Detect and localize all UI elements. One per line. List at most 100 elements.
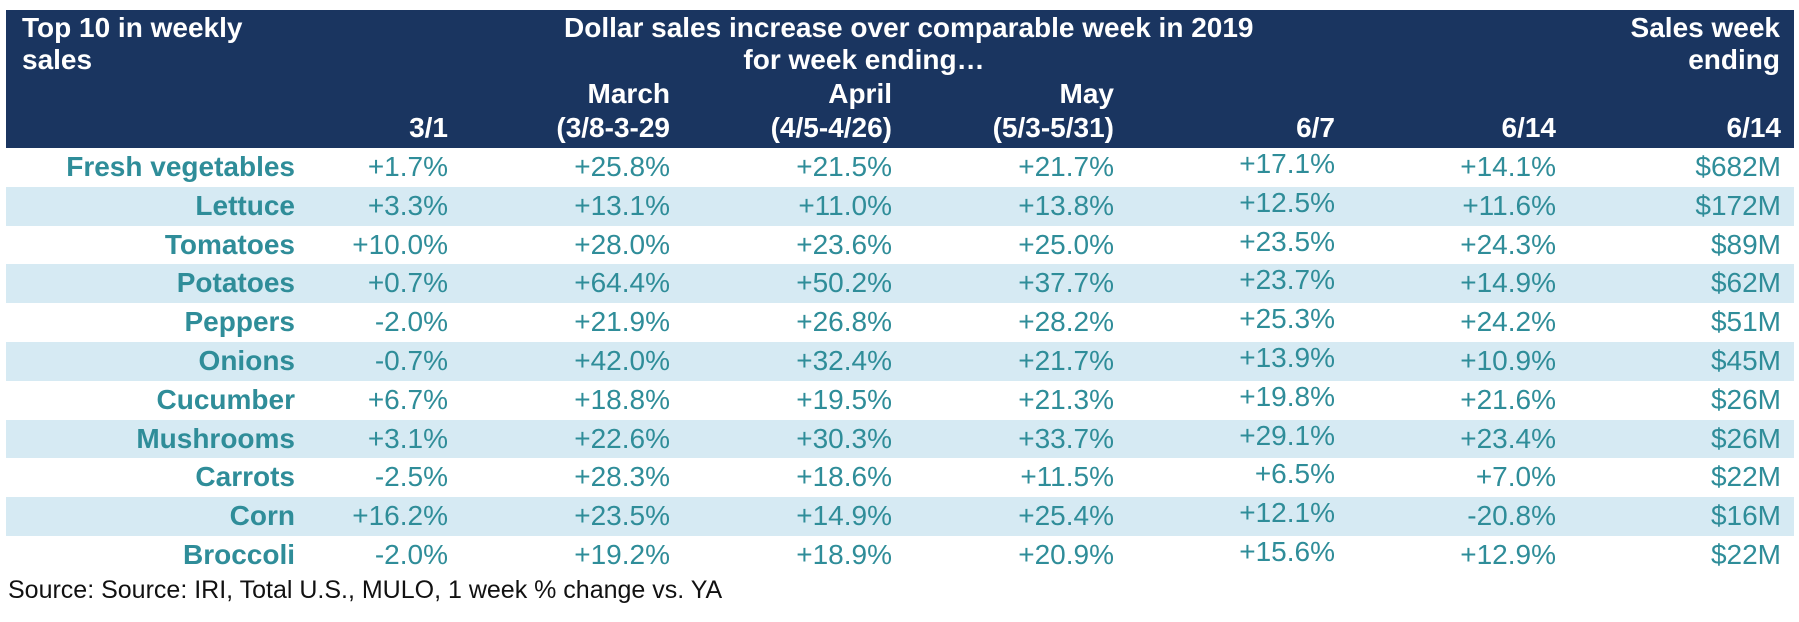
cell-value: -20.8% xyxy=(1467,500,1556,532)
cell-value: -2.5% xyxy=(374,461,448,493)
row-label: Fresh vegetables xyxy=(66,151,295,182)
cell-value: +29.1% xyxy=(1239,419,1335,451)
column-header-6-bottom: 6/14 xyxy=(1501,112,1557,143)
cell-value: +16.2% xyxy=(352,500,448,532)
cell-value: +33.7% xyxy=(1018,422,1114,454)
cell-value: +17.1% xyxy=(1239,148,1335,179)
row-label: Onions xyxy=(198,344,295,376)
cell-value: -0.7% xyxy=(374,344,448,376)
cell-value: +30.3% xyxy=(796,422,892,454)
cell-value: +12.9% xyxy=(1460,538,1556,570)
cell-value: +1.7% xyxy=(367,151,448,182)
table-row: Corn +16.2% +23.5% +14.9% +25.4% +12.1% -20.8%… xyxy=(6,497,1794,536)
cell-value: $45M xyxy=(1710,344,1781,376)
cell-value: $22M xyxy=(1710,538,1781,570)
cell-value: +19.8% xyxy=(1239,380,1335,412)
cell-value: +26.8% xyxy=(796,306,892,338)
cell-value: +15.6% xyxy=(1239,535,1335,567)
cell-value: +28.3% xyxy=(574,461,670,493)
cell-value: +14.1% xyxy=(1460,151,1556,182)
row-label: Broccoli xyxy=(182,538,295,570)
cell-value: +28.0% xyxy=(574,228,670,260)
cell-value: +11.5% xyxy=(1020,461,1114,493)
column-header-2-bottom: (3/8-3-29 xyxy=(556,112,670,143)
cell-value: +50.2% xyxy=(796,267,892,299)
column-header-4-top: May xyxy=(1059,78,1114,109)
column-header-3-top: April xyxy=(828,78,892,109)
column-header-1-bottom: 3/1 xyxy=(409,112,448,143)
cell-value: +21.7% xyxy=(1018,151,1114,182)
table-row: Tomatoes +10.0% +28.0% +23.6% +25.0% +23.5% +2… xyxy=(6,226,1794,265)
cell-value: +3.1% xyxy=(367,422,448,454)
cell-value: +20.9% xyxy=(1018,538,1114,570)
sales-table: Top 10 in weekly sales Dollar sales incr… xyxy=(6,10,1794,575)
row-label: Lettuce xyxy=(195,189,295,221)
cell-value: -2.0% xyxy=(374,306,448,338)
cell-value: +19.5% xyxy=(796,383,892,415)
row-label: Tomatoes xyxy=(164,228,295,260)
cell-value: +13.8% xyxy=(1018,189,1114,221)
cell-value: +24.2% xyxy=(1460,306,1556,338)
row-label: Carrots xyxy=(195,461,295,493)
header-right-line-2: ending xyxy=(1688,44,1780,75)
column-header-4-bottom: (5/3-5/31) xyxy=(992,112,1114,143)
cell-value: $172M xyxy=(1695,189,1781,221)
table-row: Peppers -2.0% +21.9% +26.8% +28.2% +25.3% +24.… xyxy=(6,303,1794,342)
cell-value: +19.2% xyxy=(574,538,670,570)
cell-value: +21.9% xyxy=(574,306,670,338)
table-row: Mushrooms +3.1% +22.6% +30.3% +33.7% +29.1% +2… xyxy=(6,419,1794,459)
cell-value: +21.7% xyxy=(1018,344,1114,376)
cell-value: +10.0% xyxy=(352,228,448,260)
cell-value: +13.9% xyxy=(1239,341,1335,373)
cell-value: +12.1% xyxy=(1239,497,1335,529)
cell-value: +18.8% xyxy=(574,383,670,415)
table-row: Fresh vegetables +1.7% +25.8% +21.5% +21.7% +… xyxy=(6,148,1794,187)
cell-value: +13.1% xyxy=(574,189,670,221)
table-row: Carrots -2.5% +28.3% +18.6% +11.5% +6.5% +7.0%… xyxy=(6,458,1794,497)
cell-value: +7.0% xyxy=(1475,461,1556,493)
cell-value: +21.6% xyxy=(1460,383,1556,415)
row-label: Corn xyxy=(229,500,295,532)
cell-value: $26M xyxy=(1710,422,1781,454)
cell-value: +14.9% xyxy=(1460,267,1556,299)
header-left-line-1: Top 10 in weekly xyxy=(22,12,243,43)
cell-value: +23.6% xyxy=(796,228,892,260)
cell-value: +37.7% xyxy=(1018,267,1114,299)
cell-value: +22.6% xyxy=(574,422,670,454)
cell-value: $22M xyxy=(1710,461,1781,493)
header-right-line-1: Sales week xyxy=(1630,12,1780,43)
table-body: Fresh vegetables +1.7% +25.8% +21.5% +21.7% +… xyxy=(6,148,1794,575)
cell-value: +18.9% xyxy=(796,538,892,570)
cell-value: -2.0% xyxy=(374,538,448,570)
cell-value: +0.7% xyxy=(367,267,448,299)
column-header-2-top: March xyxy=(587,78,670,109)
cell-value: $26M xyxy=(1710,383,1781,415)
row-label: Potatoes xyxy=(176,267,295,299)
cell-value: $89M xyxy=(1710,228,1781,260)
table-row: Potatoes +0.7% +64.4% +50.2% +37.7% +23.7% +14… xyxy=(6,264,1794,304)
cell-value: +11.6% xyxy=(1462,189,1556,221)
cell-value: $51M xyxy=(1710,306,1781,338)
cell-value: $62M xyxy=(1710,267,1781,299)
cell-value: +21.3% xyxy=(1018,383,1114,415)
column-header-3-bottom: (4/5-4/26) xyxy=(770,112,892,143)
header-center-line-2: for week ending… xyxy=(743,44,985,75)
source-note: Source: Source: IRI, Total U.S., MULO, 1… xyxy=(8,576,723,604)
row-label: Mushrooms xyxy=(136,422,295,454)
cell-value: $682M xyxy=(1695,151,1781,182)
cell-value: +21.5% xyxy=(796,151,892,182)
cell-value: +18.6% xyxy=(796,461,892,493)
table-row: Onions -0.7% +42.0% +32.4% +21.7% +13.9% +10.9… xyxy=(6,341,1794,381)
cell-value: +6.5% xyxy=(1254,458,1335,490)
table-row: Cucumber +6.7% +18.8% +19.5% +21.3% +19.8% +21… xyxy=(6,381,1794,420)
cell-value: +3.3% xyxy=(367,189,448,221)
cell-value: +25.3% xyxy=(1239,303,1335,335)
cell-value: +24.3% xyxy=(1460,228,1556,260)
table-row: Lettuce +3.3% +13.1% +11.0% +13.8% +12.5% +11.… xyxy=(6,186,1794,226)
cell-value: +42.0% xyxy=(574,344,670,376)
header-left-line-2: sales xyxy=(22,44,93,75)
column-header-7-bottom: 6/14 xyxy=(1726,112,1782,143)
header-center-line-1: Dollar sales increase over comparable we… xyxy=(564,12,1254,43)
cell-value: $16M xyxy=(1710,500,1781,532)
cell-value: +10.9% xyxy=(1460,344,1556,376)
